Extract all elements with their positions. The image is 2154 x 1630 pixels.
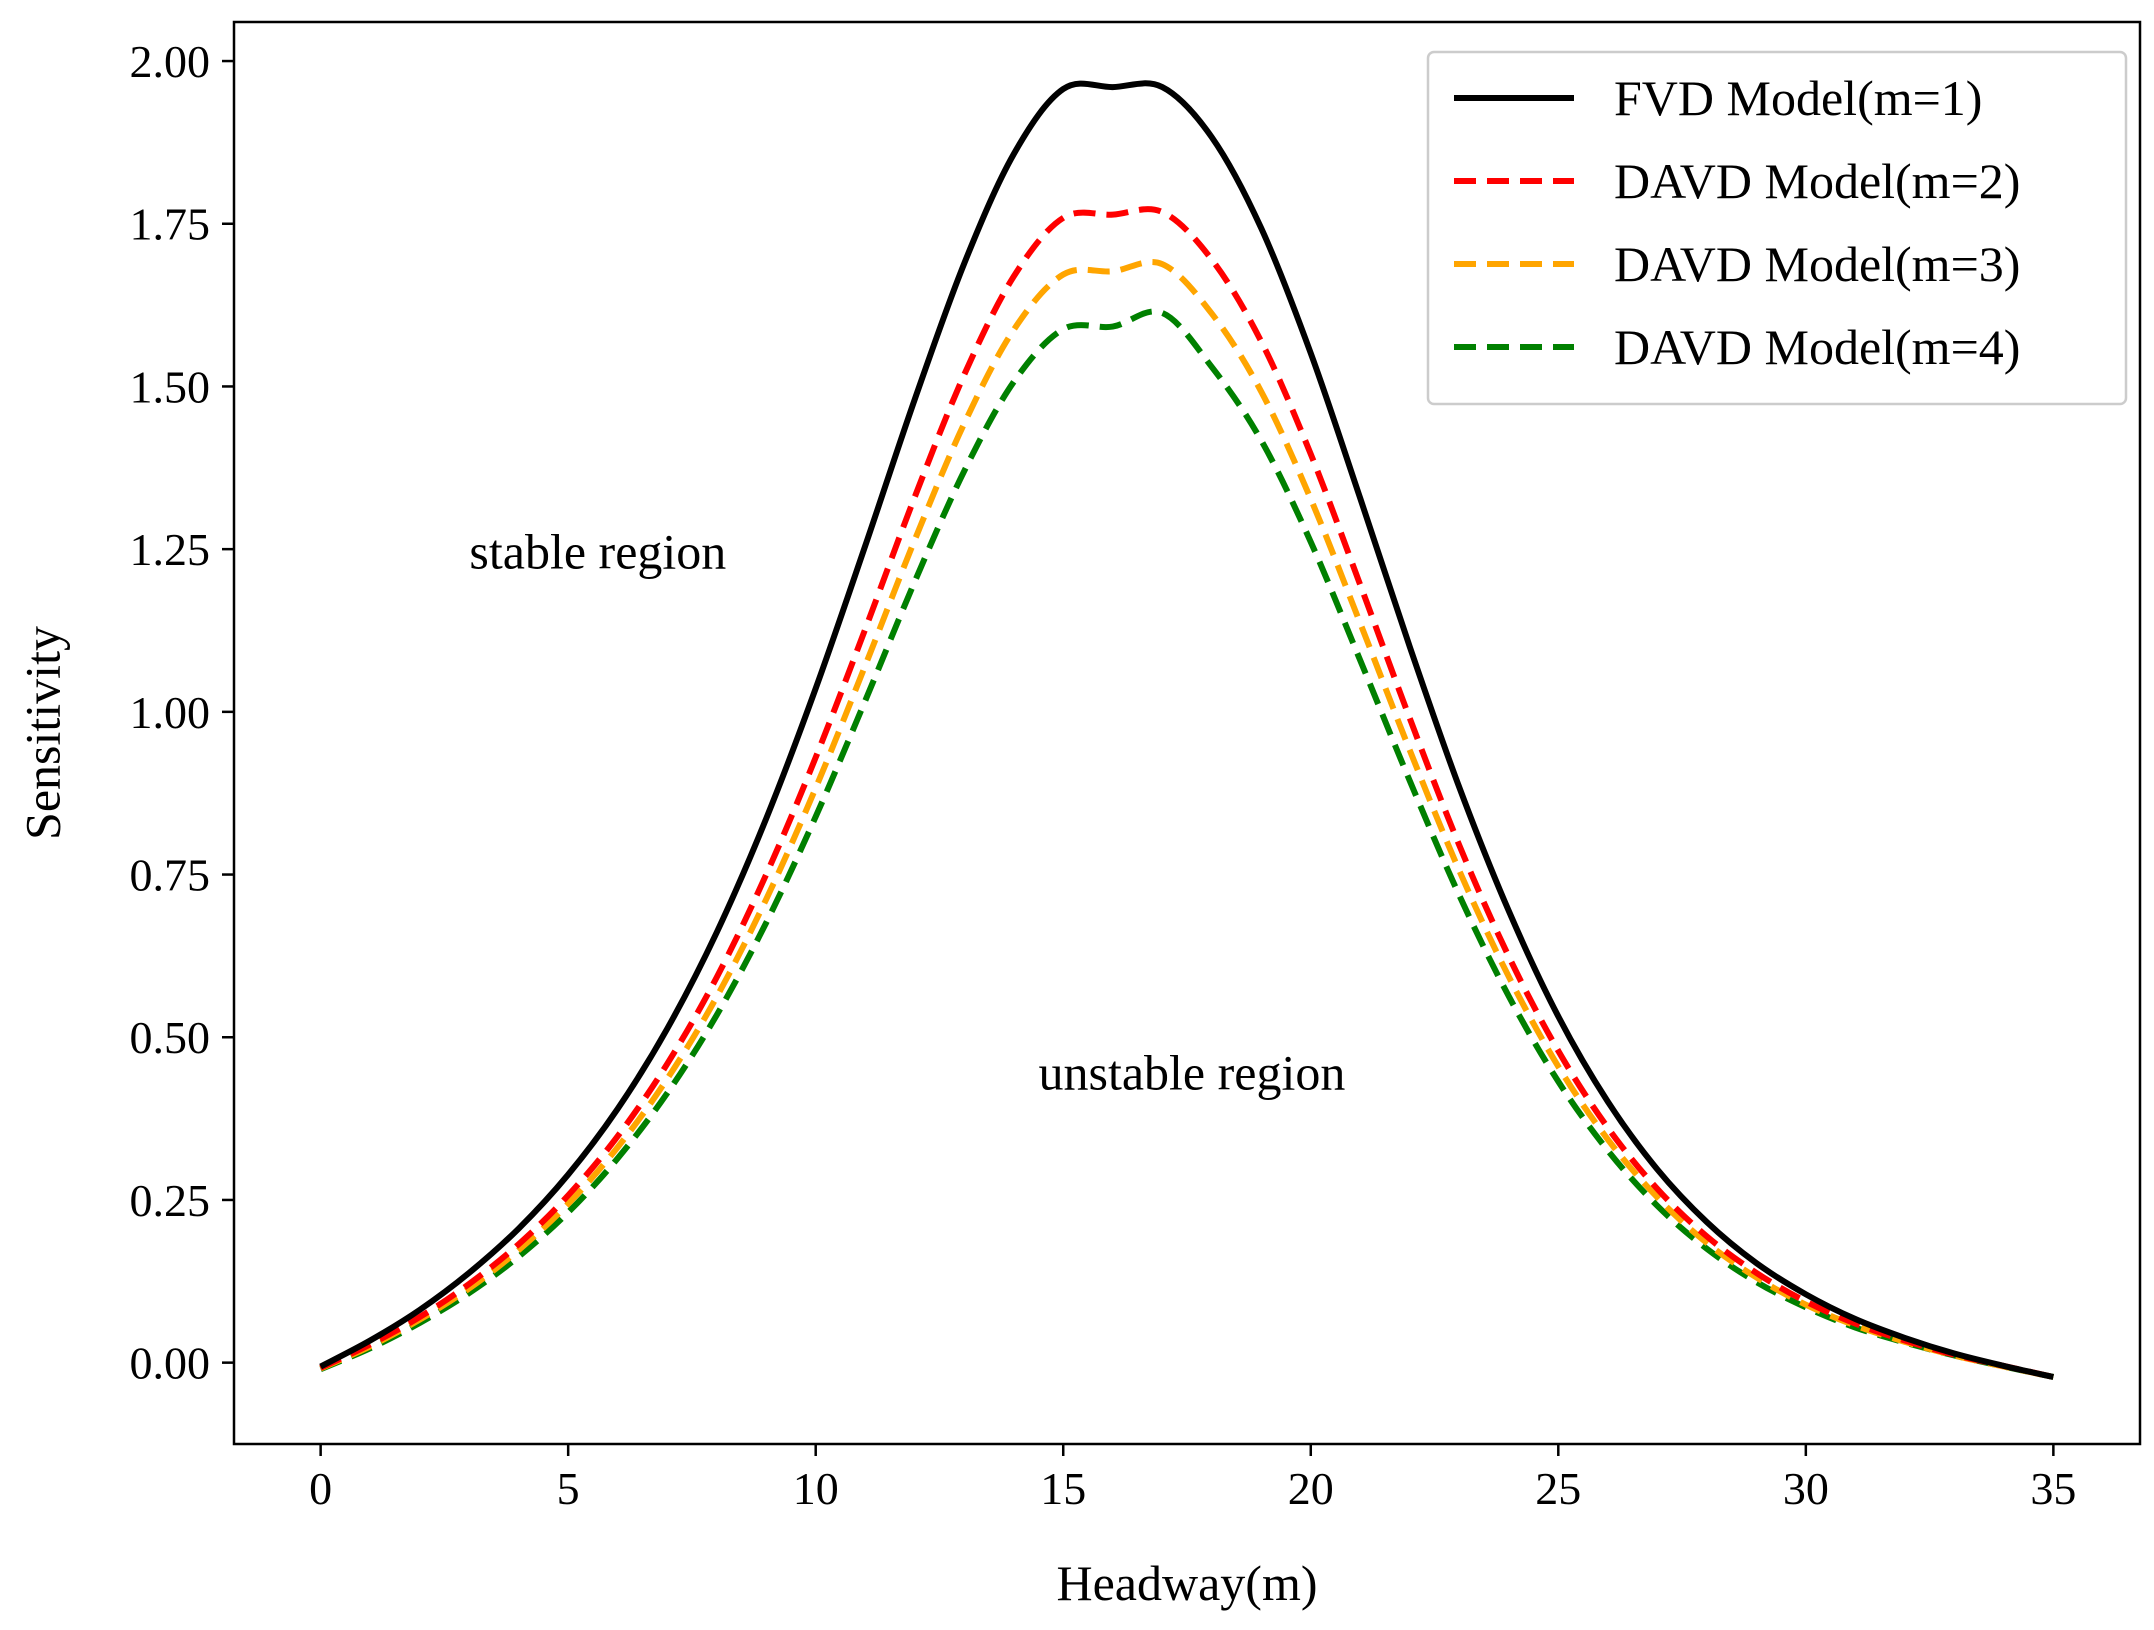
annotation-unstable-region: unstable region: [1039, 1044, 1346, 1100]
y-tick-label: 0.75: [130, 850, 211, 901]
x-tick-label: 25: [1535, 1463, 1581, 1514]
x-tick-label: 10: [793, 1463, 839, 1514]
x-tick-label: 15: [1040, 1463, 1086, 1514]
plot-lines: [319, 80, 2055, 1380]
y-tick-label: 1.75: [130, 199, 211, 250]
x-tick-label: 30: [1783, 1463, 1829, 1514]
legend-label-davd-model-m-4: DAVD Model(m=4): [1614, 319, 2020, 375]
annotations: stable region unstable region: [469, 524, 1345, 1101]
y-tick-label: 1.25: [130, 524, 211, 575]
series-line-davd-model-m-4: [319, 308, 2054, 1380]
x-axis-label: Headway(m): [1057, 1555, 1318, 1611]
x-tick-label: 35: [2030, 1463, 2076, 1514]
annotation-stable-region: stable region: [469, 524, 726, 580]
plot-frame: [232, 20, 2142, 1446]
legend: FVD Model(m=1) DAVD Model(m=2) DAVD Model(…: [1426, 50, 2128, 406]
legend-box: [1426, 50, 2128, 406]
y-tick-label: 2.00: [130, 36, 211, 87]
y-axis-ticks: 0.00 0.25 0.50 0.75 1.00 1.25 1.50 1.75 2.00: [130, 36, 234, 1389]
series-line-davd-model-m-2: [319, 206, 2055, 1380]
series-line-fvd-model-m-1: [319, 80, 2055, 1380]
x-tick-label: 0: [309, 1463, 332, 1514]
y-tick-label: 1.00: [130, 687, 211, 738]
x-axis-ticks: 0 5 10 15 20 25 30 35: [309, 1444, 2076, 1514]
y-axis-label: Sensitivity: [14, 626, 70, 840]
y-tick-label: 0.00: [130, 1338, 211, 1389]
x-tick-label: 5: [557, 1463, 580, 1514]
series-line-davd-model-m-3: [319, 259, 2054, 1380]
legend-label-davd-model-m-3: DAVD Model(m=3): [1614, 236, 2020, 292]
y-tick-label: 0.50: [130, 1012, 211, 1063]
y-tick-label: 1.50: [130, 361, 211, 412]
x-tick-label: 20: [1288, 1463, 1334, 1514]
legend-label-davd-model-m-2: DAVD Model(m=2): [1614, 153, 2020, 209]
legend-label-fvd-model-m-1: FVD Model(m=1): [1614, 70, 1982, 126]
y-tick-label: 0.25: [130, 1175, 211, 1226]
